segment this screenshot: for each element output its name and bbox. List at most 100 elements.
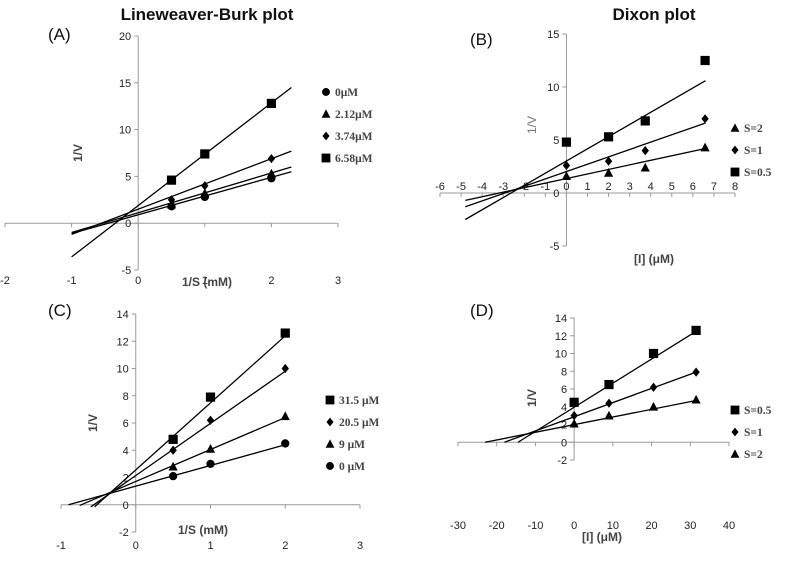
y-tick-label: 12 [117, 336, 129, 348]
data-point [280, 411, 290, 421]
y-tick-label: 4 [561, 402, 567, 414]
x-tick-label: 0 [135, 275, 141, 287]
legend-marker [731, 427, 739, 437]
x-tick-label: -4 [477, 181, 487, 193]
legend-label: 0μM [335, 87, 358, 99]
x-tick-label: -5 [456, 181, 466, 193]
data-point [569, 418, 579, 428]
data-point [648, 401, 659, 411]
y-tick-label: 0 [553, 188, 559, 200]
fit-line-2 [504, 371, 697, 443]
legend-label: 9 μM [339, 439, 365, 451]
x-tick-label: 5 [669, 181, 675, 193]
data-point [691, 325, 701, 336]
panel-a: -2 -1 0 1 2 3 -5 0 5 10 15 20 1/S (mM) 1/V (A) 0μM 2.12μ… [0, 25, 373, 289]
legend-marker [321, 153, 331, 163]
fit-line-2 [465, 122, 706, 208]
legend-label: S=2 [744, 123, 763, 135]
data-point [692, 367, 700, 377]
legend-marker [730, 405, 740, 415]
data-point [200, 188, 210, 198]
fit-line-1 [465, 147, 706, 202]
x-tick-label: -1 [67, 275, 77, 287]
data-point [605, 398, 613, 408]
legend-label: 20.5 μM [339, 417, 380, 429]
data-point [648, 348, 659, 359]
data-point [691, 394, 701, 404]
panel-label: (D) [470, 301, 494, 320]
title-lineweaver-burk: Lineweaver-Burk plot [121, 5, 294, 24]
x-tick-label: 2 [606, 181, 612, 193]
fit-line-3 [71, 150, 292, 236]
data-point [280, 328, 290, 338]
y-tick-label: 6 [561, 384, 567, 396]
y-tick-label: 4 [123, 445, 129, 457]
legend-marker [325, 395, 335, 405]
x-tick-label: 6 [690, 181, 696, 193]
data-point [168, 461, 178, 471]
legend-marker [326, 417, 334, 427]
x-tick-label: 2 [268, 275, 274, 287]
legend-marker [322, 131, 330, 141]
data-point [603, 168, 614, 177]
x-tick-label: 1 [584, 181, 590, 193]
x-tick-label: 40 [723, 520, 735, 532]
x-tick-label: 7 [711, 181, 717, 193]
y-tick-label: 0 [561, 437, 567, 449]
legend-label: S=0.5 [744, 405, 772, 417]
x-tick-label: 0 [133, 540, 139, 552]
data-point [700, 55, 710, 66]
data-point [167, 195, 176, 205]
y-tick-label: 15 [547, 29, 559, 41]
x-tick-label: 20 [645, 520, 657, 532]
data-point [168, 434, 178, 444]
legend: 31.5 μM 20.5 μM 9 μM 0 μM [325, 395, 380, 473]
x-tick-label: -1 [56, 540, 66, 552]
legend-label: 2.12μM [335, 109, 373, 121]
y-tick-label: -2 [119, 527, 129, 539]
y-tick-label: 20 [119, 31, 131, 43]
y-tick-label: 0 [123, 500, 129, 512]
data-point [200, 149, 210, 159]
y-tick-label: -5 [550, 241, 560, 253]
data-point [206, 459, 215, 469]
y-tick-label: -5 [121, 265, 131, 277]
legend-marker [325, 439, 335, 448]
fit-line-3 [464, 80, 706, 221]
title-dixon: Dixon plot [612, 5, 695, 24]
legend-label: S=1 [744, 145, 763, 157]
x-tick-label: 2 [282, 540, 288, 552]
x-tick-label: -2 [0, 275, 10, 287]
data-point [569, 397, 579, 407]
y-tick-label: 10 [119, 125, 131, 137]
x-tick-label: -20 [489, 520, 505, 532]
data-point [603, 132, 614, 142]
x-tick-label: 0 [571, 520, 577, 532]
data-point [201, 181, 209, 191]
data-point [281, 363, 289, 374]
x-tick-label: 1 [202, 275, 208, 287]
legend: S=2 S=1 S=0.5 [730, 123, 772, 179]
x-tick-label: 3 [627, 181, 633, 193]
y-axis-title: 1/V [86, 414, 100, 432]
data-point [604, 156, 613, 166]
data-point [700, 142, 710, 152]
data-point [266, 98, 276, 108]
data-point [640, 116, 650, 126]
legend: S=0.5 S=1 S=2 [730, 405, 772, 461]
y-tick-label: 5 [553, 135, 559, 147]
legend-marker [730, 123, 740, 132]
data-point [604, 379, 614, 390]
y-tick-label: 8 [123, 391, 129, 403]
x-tick-label: 1 [207, 540, 213, 552]
data-point [604, 410, 614, 420]
x-tick-label: 3 [335, 275, 341, 287]
legend-label: 31.5 μM [339, 395, 380, 407]
x-axis-title: 1/S (mM) [182, 275, 232, 289]
data-point [562, 160, 571, 171]
legend-label: S=2 [744, 449, 763, 461]
y-tick-label: 5 [125, 171, 131, 183]
y-tick-label: 15 [119, 78, 131, 90]
legend-marker [321, 109, 331, 118]
